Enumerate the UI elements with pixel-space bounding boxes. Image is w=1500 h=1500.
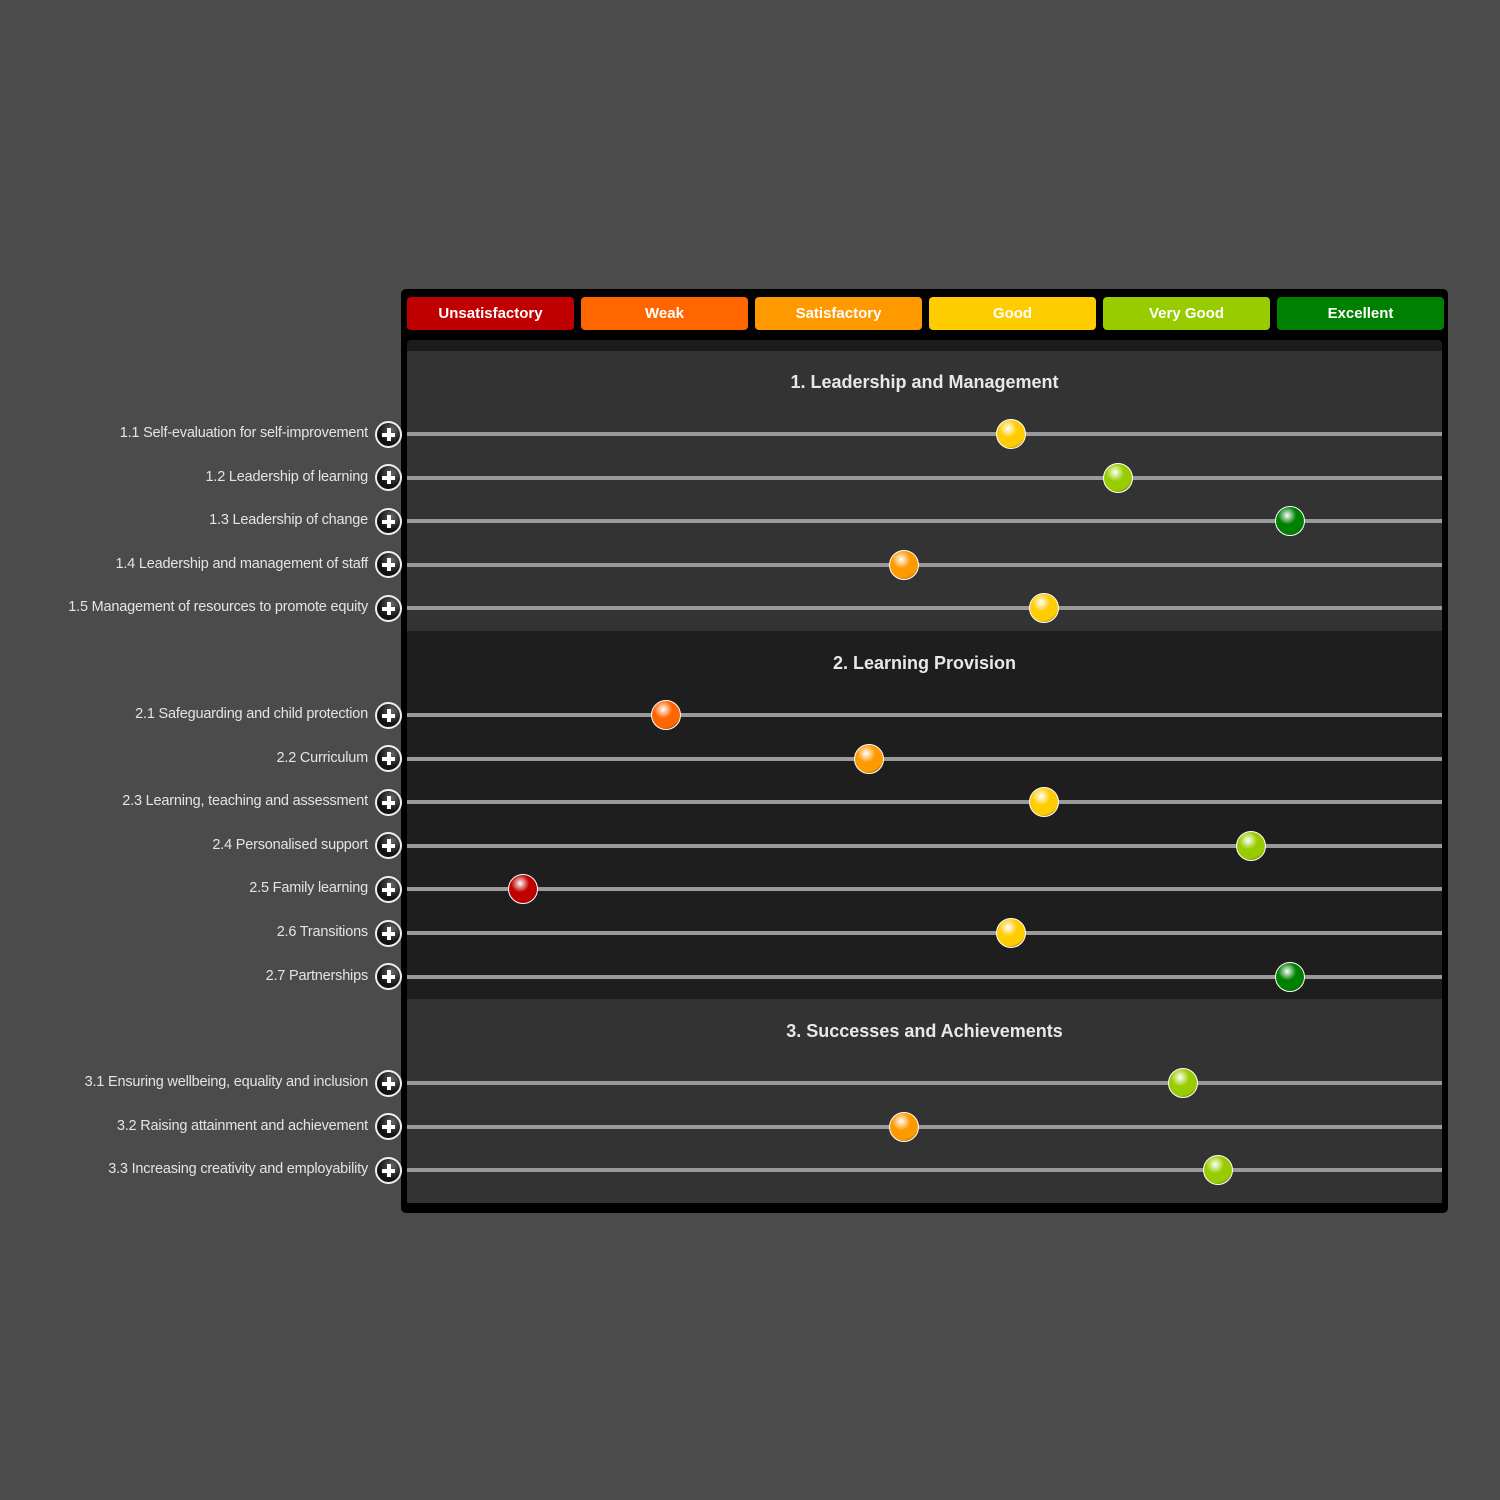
criterion-label: 2.1 Safeguarding and child protection: [135, 706, 368, 722]
rating-slider-track[interactable]: [407, 1168, 1442, 1173]
criterion-label: 1.2 Leadership of learning: [205, 468, 369, 485]
expand-plus-icon[interactable]: [375, 919, 402, 947]
rating-slider-track[interactable]: [407, 756, 1442, 761]
rating-slider-knob[interactable]: [1275, 506, 1306, 537]
legend-excellent: Excellent: [1277, 297, 1444, 330]
rating-slider-knob[interactable]: [1028, 787, 1059, 818]
expand-plus-icon[interactable]: [375, 1069, 402, 1097]
rating-slider-track[interactable]: [407, 800, 1442, 805]
rating-slider-knob[interactable]: [1235, 830, 1266, 861]
criterion-label: 2.6 Transitions: [276, 924, 369, 940]
expand-plus-icon[interactable]: [375, 875, 402, 903]
expand-plus-icon[interactable]: [375, 788, 402, 816]
rating-slider-knob[interactable]: [1202, 1155, 1233, 1186]
rating-slider-track[interactable]: [407, 519, 1442, 524]
expand-plus-icon[interactable]: [375, 963, 402, 991]
panel-top-strip: [407, 340, 1442, 351]
rating-slider-knob[interactable]: [888, 1111, 919, 1142]
rating-slider-knob[interactable]: [1102, 462, 1133, 493]
criterion-label: 3.3 Increasing creativity and employabil…: [108, 1161, 368, 1178]
rating-slider-track[interactable]: [407, 974, 1442, 979]
rating-slider-knob[interactable]: [995, 918, 1026, 948]
criterion-label: 2.7 Partnerships: [265, 967, 369, 984]
legend-unsatisfactory: Unsatisfactory: [407, 297, 574, 330]
rating-slider-knob[interactable]: [507, 874, 538, 905]
criterion-label: 3.2 Raising attainment and achievement: [116, 1117, 368, 1134]
expand-plus-icon[interactable]: [375, 1156, 402, 1184]
legend-satisfactory: Satisfactory: [755, 297, 922, 330]
criterion-label: 2.5 Family learning: [249, 880, 368, 897]
rating-slider-knob[interactable]: [650, 700, 681, 730]
expand-plus-icon[interactable]: [375, 464, 402, 492]
expand-plus-icon[interactable]: [375, 420, 402, 448]
criterion-label: 3.1 Ensuring wellbeing, equality and inc…: [84, 1074, 369, 1090]
expand-plus-icon[interactable]: [375, 594, 402, 622]
rating-slider-knob[interactable]: [888, 549, 919, 580]
expand-plus-icon[interactable]: [375, 1113, 402, 1141]
legend-very-good: Very Good: [1103, 297, 1270, 330]
rating-slider-knob[interactable]: [1275, 961, 1306, 992]
rating-slider-knob[interactable]: [995, 419, 1026, 449]
expand-plus-icon[interactable]: [375, 745, 402, 773]
rating-slider-track[interactable]: [407, 1124, 1442, 1129]
rating-slider-track[interactable]: [407, 1081, 1442, 1085]
section-1-background: [407, 351, 1442, 631]
rating-slider-track[interactable]: [407, 606, 1442, 611]
criterion-label: 1.5 Management of resources to promote e…: [68, 599, 368, 616]
criterion-label: 2.2 Curriculum: [276, 749, 369, 766]
rating-slider-track[interactable]: [407, 887, 1442, 892]
rating-slider-knob[interactable]: [1168, 1068, 1199, 1098]
section-title: 2. Learning Provision: [832, 653, 1017, 673]
section-2-background: [407, 631, 1442, 999]
expand-plus-icon[interactable]: [375, 551, 402, 579]
rating-slider-knob[interactable]: [854, 743, 885, 774]
criterion-label: 1.1 Self-evaluation for self-improvement: [119, 425, 368, 441]
criterion-label: 1.3 Leadership of change: [209, 512, 368, 529]
expand-plus-icon[interactable]: [375, 507, 402, 535]
rating-slider-track[interactable]: [407, 562, 1442, 567]
rating-slider-track[interactable]: [407, 713, 1442, 717]
rating-slider-knob[interactable]: [1028, 593, 1059, 624]
legend-weak: Weak: [581, 297, 748, 330]
criterion-label: 2.3 Learning, teaching and assessment: [122, 793, 368, 810]
criterion-label: 2.4 Personalised support: [212, 836, 368, 853]
legend-good: Good: [929, 297, 1096, 330]
criterion-label: 1.4 Leadership and management of staff: [115, 555, 368, 572]
expand-plus-icon[interactable]: [375, 701, 402, 729]
section-title: 1. Leadership and Management: [790, 372, 1059, 392]
rating-slider-track[interactable]: [407, 432, 1442, 436]
rating-slider-track[interactable]: [407, 931, 1442, 935]
section-title: 3. Successes and Achievements: [786, 1021, 1063, 1041]
expand-plus-icon[interactable]: [375, 832, 402, 860]
rating-slider-track[interactable]: [407, 475, 1442, 480]
rating-slider-track[interactable]: [407, 843, 1442, 848]
